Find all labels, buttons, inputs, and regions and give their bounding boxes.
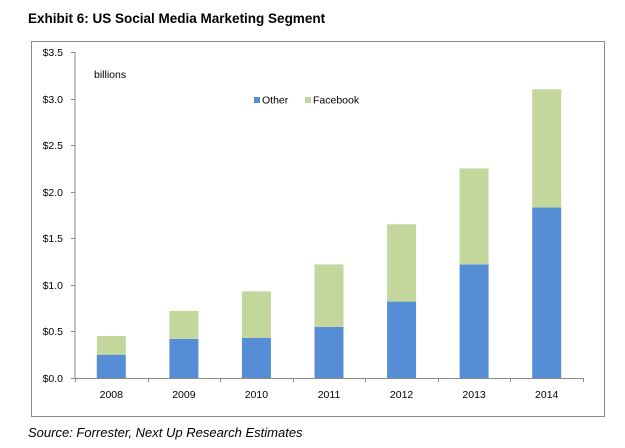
source-note: Source: Forrester, Next Up Research Esti… — [28, 425, 303, 440]
x-tick-label: 2011 — [318, 389, 341, 401]
y-tick-label: $3.0 — [43, 94, 64, 106]
y-tick-label: $0.5 — [43, 326, 64, 338]
y-tick-labels: $0.0 $0.5 $1.0 $1.5 $2.0 $2.5 $3.0 $3.5 — [43, 47, 64, 385]
x-tick-label: 2009 — [172, 389, 196, 401]
axes — [71, 52, 584, 382]
y-tick-label: $2.0 — [43, 187, 64, 199]
bar-facebook-2010 — [241, 291, 271, 338]
x-tick-label: 2014 — [535, 389, 559, 401]
bar-facebook-2009 — [169, 310, 199, 339]
y-tick-label: $1.5 — [43, 233, 64, 245]
chart-frame — [31, 41, 605, 417]
legend-label-facebook: Facebook — [313, 95, 360, 107]
bar-facebook-2012 — [387, 224, 417, 302]
unit-annotation: billions — [94, 69, 126, 81]
legend: Other Facebook — [254, 95, 360, 107]
legend-swatch-facebook — [305, 97, 311, 103]
bar-other-2014 — [532, 207, 562, 378]
bar-other-2013 — [459, 264, 489, 378]
bar-other-2011 — [314, 326, 344, 378]
bar-other-2008 — [96, 354, 126, 378]
chart-title: Exhibit 6: US Social Media Marketing Seg… — [28, 11, 326, 26]
bar-facebook-2013 — [459, 168, 489, 265]
bar-facebook-2014 — [532, 89, 562, 208]
y-tick-label: $0.0 — [43, 373, 64, 385]
x-tick-label: 2008 — [100, 389, 124, 401]
y-tick-label: $3.5 — [43, 47, 64, 59]
bar-other-2009 — [169, 338, 199, 378]
bar-facebook-2008 — [96, 336, 126, 355]
y-tick-label: $1.0 — [43, 280, 64, 292]
bar-other-2012 — [387, 301, 417, 378]
x-tick-label: 2013 — [462, 389, 486, 401]
y-tick-label: $2.5 — [43, 140, 64, 152]
x-tick-label: 2012 — [390, 389, 414, 401]
legend-swatch-other — [254, 97, 260, 103]
x-tick-label: 2010 — [245, 389, 269, 401]
legend-label-other: Other — [262, 95, 289, 107]
bar-other-2010 — [241, 337, 271, 378]
bar-facebook-2011 — [314, 264, 344, 327]
x-tick-labels: 2008 2009 2010 2011 2012 2013 2014 — [100, 389, 559, 401]
bars — [96, 89, 562, 378]
